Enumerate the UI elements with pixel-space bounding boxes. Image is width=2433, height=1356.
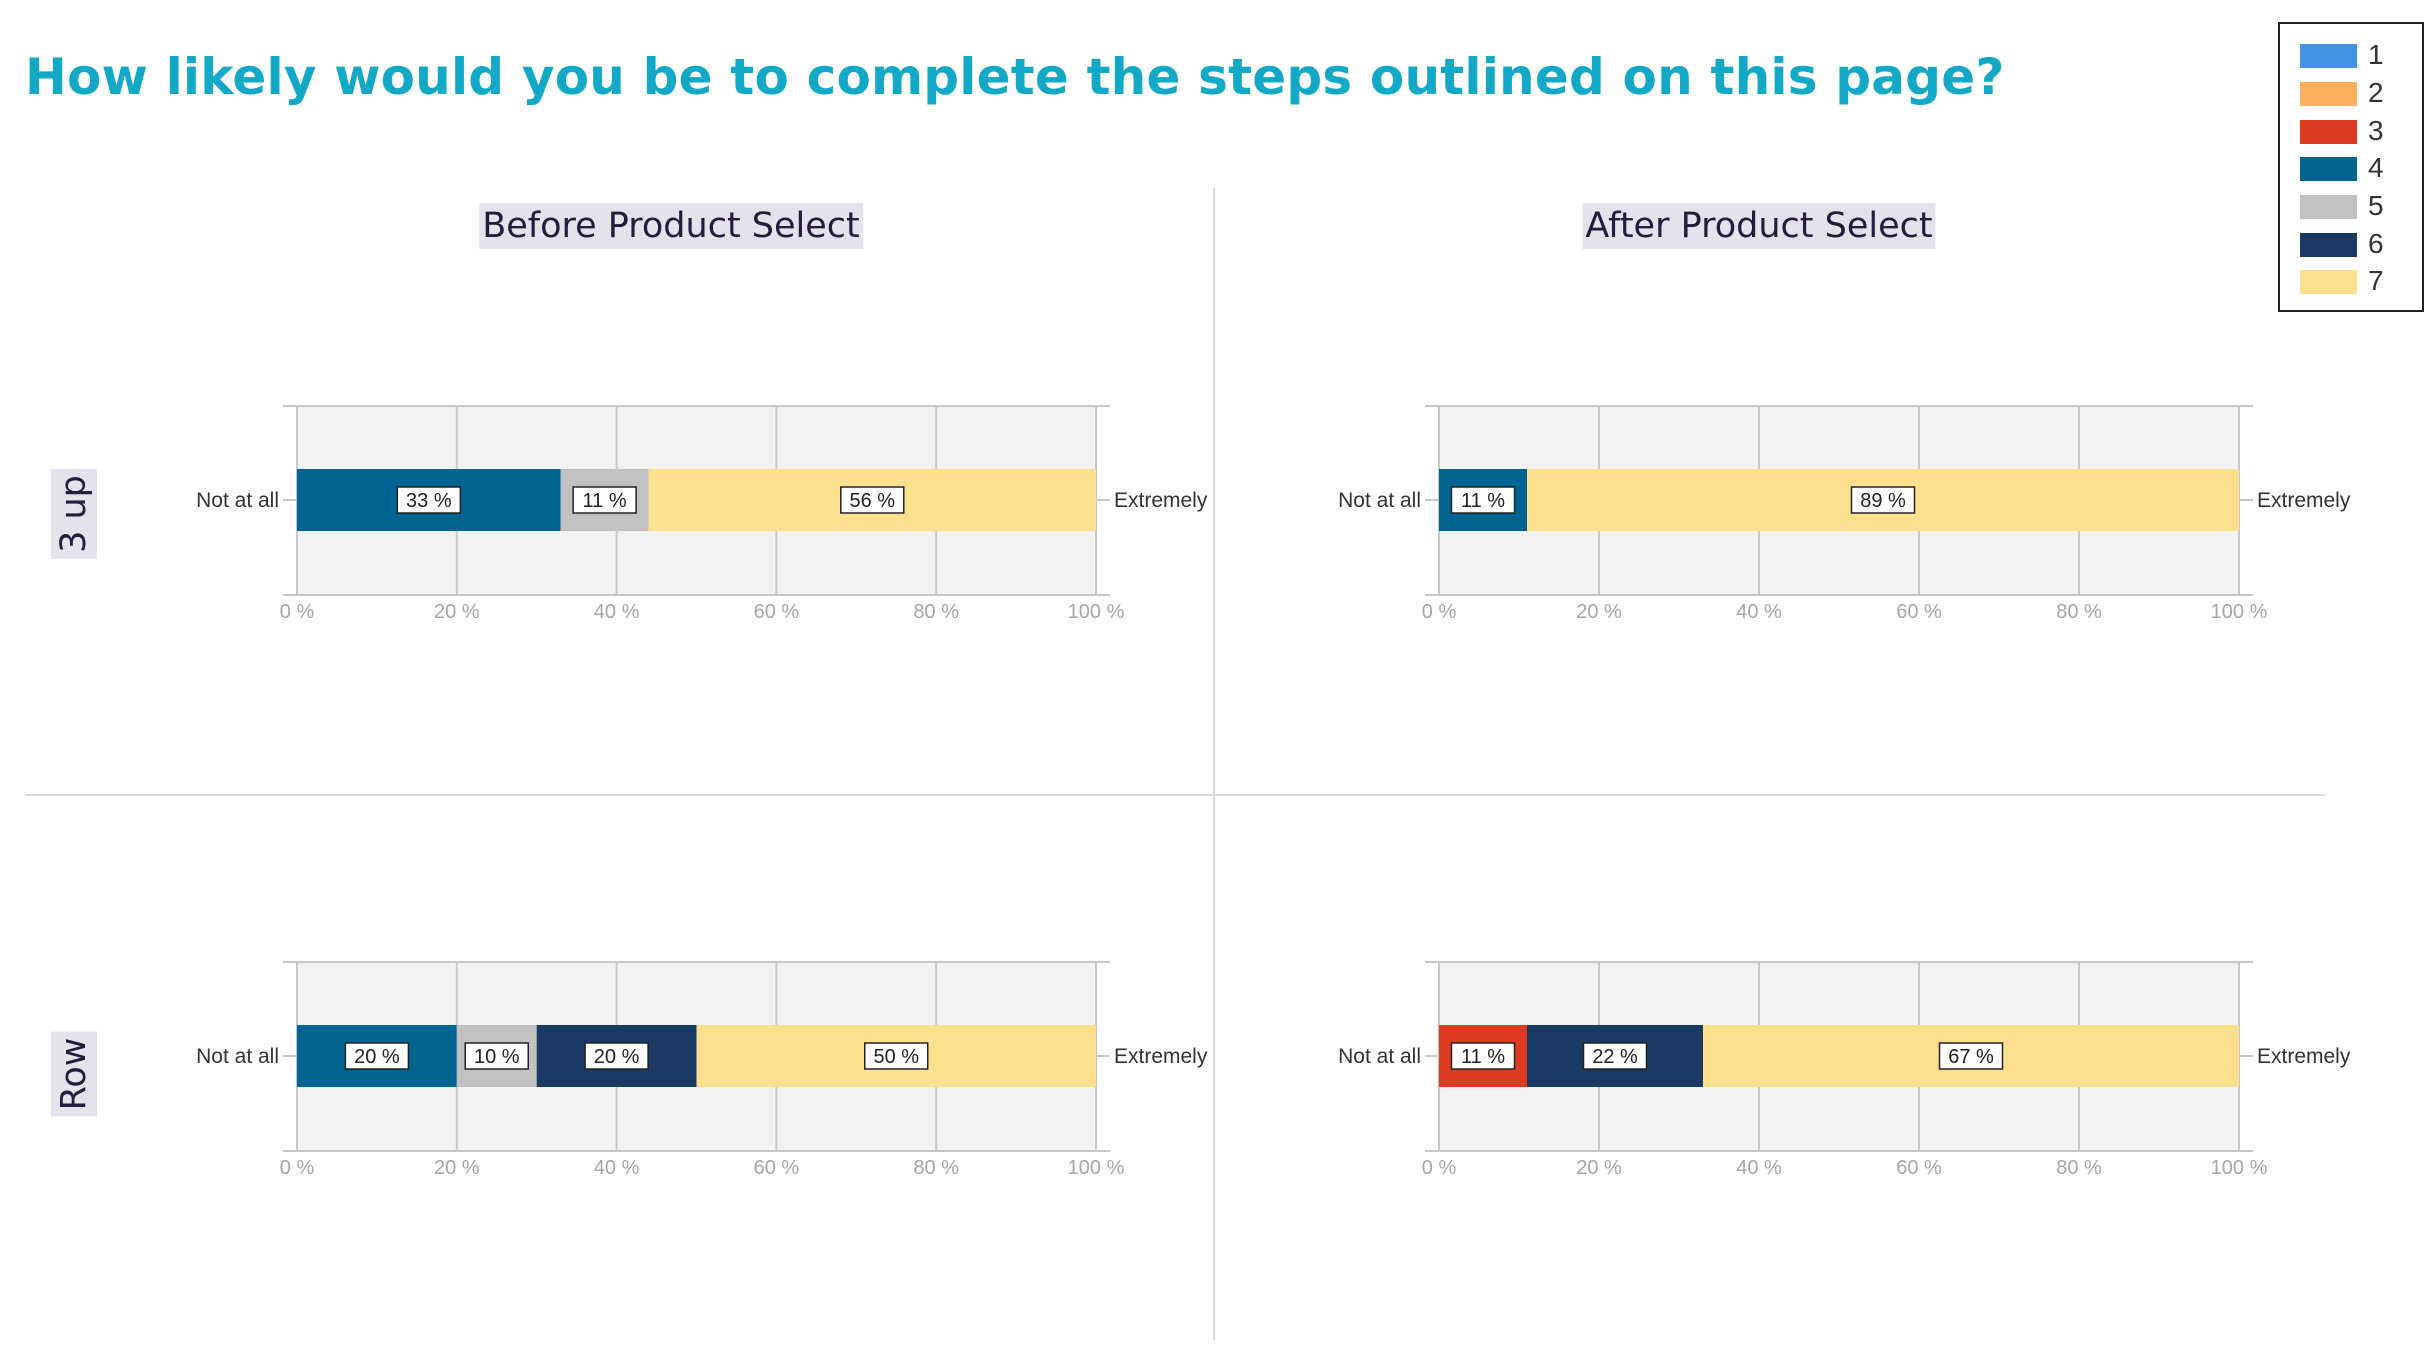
chart-3-data-label-5: 10 % <box>474 1046 520 1068</box>
chart-1-tick-label-5: 100 % <box>1068 601 1125 623</box>
chart-1-data-label-box-4 <box>396 486 462 514</box>
chart-4-data-label-box-7 <box>1938 1042 2004 1070</box>
chart-2-tick-label-0: 0 % <box>1422 601 1457 623</box>
chart-3-tick-label-0: 0 % <box>280 1157 315 1179</box>
chart-3-tick-label-2: 40 % <box>594 1157 640 1179</box>
chart-2-tick-label-2: 40 % <box>1736 601 1782 623</box>
chart-3-tick-label-1: 20 % <box>434 1157 480 1179</box>
legend-swatch-7 <box>2300 270 2357 294</box>
legend-swatch-1 <box>2300 44 2357 68</box>
chart-2-data-label-box-4 <box>1450 486 1516 514</box>
chart-4-data-label-box-6 <box>1582 1042 1648 1070</box>
chart-4-data-label-7: 67 % <box>1948 1046 1994 1068</box>
chart-2-tick-label-4: 80 % <box>2056 601 2102 623</box>
chart-1-tick-label-2: 40 % <box>594 601 640 623</box>
chart-3-tick-label-4: 80 % <box>913 1157 959 1179</box>
chart-3-data-label-box-6 <box>584 1042 649 1070</box>
legend-label-4: 4 <box>2368 152 2384 183</box>
chart-2-right-label: Extremely <box>2257 489 2351 512</box>
chart-2-data-label-7: 89 % <box>1860 490 1906 512</box>
chart-1-data-label-7: 56 % <box>849 490 895 512</box>
chart-4-data-label-6: 22 % <box>1592 1046 1638 1068</box>
chart-1-right-label: Extremely <box>1114 489 1208 512</box>
chart-4-left-label: Not at all <box>1338 1045 1421 1068</box>
chart-3-data-label-box-5 <box>464 1042 529 1070</box>
chart-3-right-label: Extremely <box>1114 1045 1208 1068</box>
chart-3-data-label-box-7 <box>864 1042 929 1070</box>
chart-2-tick-label-5: 100 % <box>2211 601 2268 623</box>
page-title: How likely would you be to complete the … <box>25 48 2005 106</box>
chart-4-tick-label-4: 80 % <box>2056 1157 2102 1179</box>
legend-swatch-3 <box>2300 120 2357 144</box>
chart-3-tick-label-3: 60 % <box>754 1157 800 1179</box>
chart-3-tick-label-5: 100 % <box>1068 1157 1125 1179</box>
chart-4-tick-label-0: 0 % <box>1422 1157 1457 1179</box>
chart-1-data-label-4: 33 % <box>406 490 452 512</box>
legend-label-6: 6 <box>2368 228 2384 259</box>
vertical-divider <box>1213 188 1215 1340</box>
chart-4-data-label-box-3 <box>1450 1042 1516 1070</box>
chart-3-left-label: Not at all <box>196 1045 279 1068</box>
chart-4-data-label-3: 11 % <box>1461 1046 1505 1068</box>
horizontal-divider <box>25 794 2325 796</box>
chart-2-data-label-box-7 <box>1850 486 1916 514</box>
chart-4-tick-label-2: 40 % <box>1736 1157 1782 1179</box>
chart-1-data-label-box-7 <box>840 486 905 514</box>
legend-swatch-4 <box>2300 157 2357 181</box>
chart-4-tick-label-5: 100 % <box>2211 1157 2268 1179</box>
chart-2-left-label: Not at all <box>1338 489 1421 512</box>
chart-4-tick-label-3: 60 % <box>1896 1157 1942 1179</box>
chart-4-right-label: Extremely <box>2257 1045 2351 1068</box>
chart-1-tick-label-0: 0 % <box>280 601 315 623</box>
chart-3-data-label-4: 20 % <box>354 1046 400 1068</box>
legend-label-2: 2 <box>2368 77 2384 108</box>
legend-label-3: 3 <box>2368 115 2384 146</box>
chart-2-tick-label-3: 60 % <box>1896 601 1942 623</box>
chart-4-tick-label-1: 20 % <box>1576 1157 1622 1179</box>
legend-label-5: 5 <box>2368 190 2384 221</box>
chart-1-tick-label-3: 60 % <box>754 601 800 623</box>
chart-1-data-label-box-5 <box>572 486 637 514</box>
chart-3-data-label-box-4 <box>344 1042 410 1070</box>
column-title-before: Before Product Select <box>479 203 863 249</box>
legend-swatch-2 <box>2300 82 2357 106</box>
chart-1-tick-label-1: 20 % <box>434 601 480 623</box>
legend: 1 2 3 4 5 6 7 <box>2278 22 2424 312</box>
chart-2-data-label-4: 11 % <box>1461 490 1505 512</box>
chart-1-tick-label-4: 80 % <box>913 601 959 623</box>
legend-swatch-6 <box>2300 233 2357 257</box>
legend-swatch-5 <box>2300 195 2357 219</box>
legend-label-1: 1 <box>2368 39 2384 70</box>
chart-1-left-label: Not at all <box>196 489 279 512</box>
chart-2-tick-label-1: 20 % <box>1576 601 1622 623</box>
chart-3-data-label-6: 20 % <box>594 1046 640 1068</box>
column-title-after: After Product Select <box>1582 203 1936 249</box>
legend-label-7: 7 <box>2368 265 2384 296</box>
chart-1-data-label-5: 11 % <box>583 490 627 512</box>
chart-3-data-label-7: 50 % <box>873 1046 919 1068</box>
